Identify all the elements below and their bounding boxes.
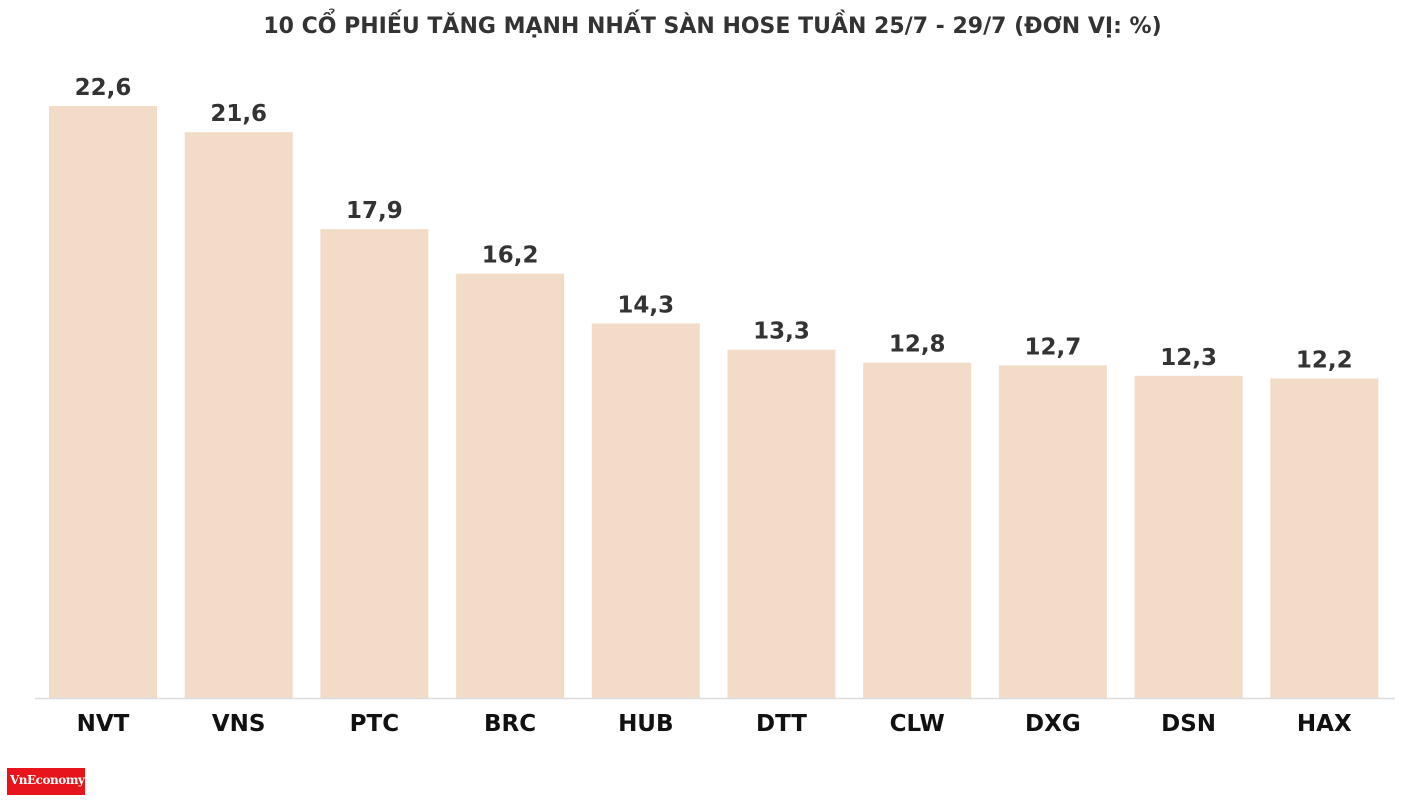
x-tick-label: DXG <box>1025 711 1081 737</box>
data-label: 12,3 <box>1160 345 1217 371</box>
data-label: 13,3 <box>753 319 810 345</box>
bar-NVT <box>49 106 157 698</box>
x-tick-label: HAX <box>1297 711 1352 737</box>
vneconomy-logo: VnEconomy <box>7 768 85 795</box>
data-label: 17,9 <box>346 198 403 224</box>
bar-BRC <box>456 273 565 698</box>
bar-DXG <box>998 365 1107 698</box>
bar-VNS <box>184 132 293 698</box>
data-label: 12,8 <box>889 332 946 358</box>
bar-HUB <box>591 323 700 698</box>
x-tick-label: VNS <box>212 711 266 737</box>
x-tick-label: BRC <box>484 711 536 737</box>
data-label: 14,3 <box>617 292 674 318</box>
x-tick-label: CLW <box>890 711 945 737</box>
bar-PTC <box>320 229 429 698</box>
data-label: 22,6 <box>75 75 132 101</box>
x-tick-label: PTC <box>350 711 399 737</box>
x-tick-label: HUB <box>618 711 673 737</box>
x-tick-label: DSN <box>1161 711 1216 737</box>
data-label: 16,2 <box>482 243 539 269</box>
bar-DTT <box>727 349 836 698</box>
data-label: 12,2 <box>1296 347 1353 373</box>
x-tick-label: NVT <box>77 711 130 737</box>
bar-HAX <box>1270 378 1379 698</box>
data-label: 21,6 <box>210 101 267 127</box>
bar-CLW <box>863 362 972 698</box>
data-label: 12,7 <box>1025 334 1082 360</box>
bar-DSN <box>1134 375 1243 698</box>
x-tick-label: DTT <box>756 711 807 737</box>
bar-chart: 22,6 NVT 21,6 VNS 17,9 PTC 16,2 BRC 14,3 HUB 13,3 D… <box>35 75 1395 737</box>
chart-title: 10 CỔ PHIẾU TĂNG MẠNH NHẤT SÀN HOSE TUẦN… <box>263 14 1162 39</box>
